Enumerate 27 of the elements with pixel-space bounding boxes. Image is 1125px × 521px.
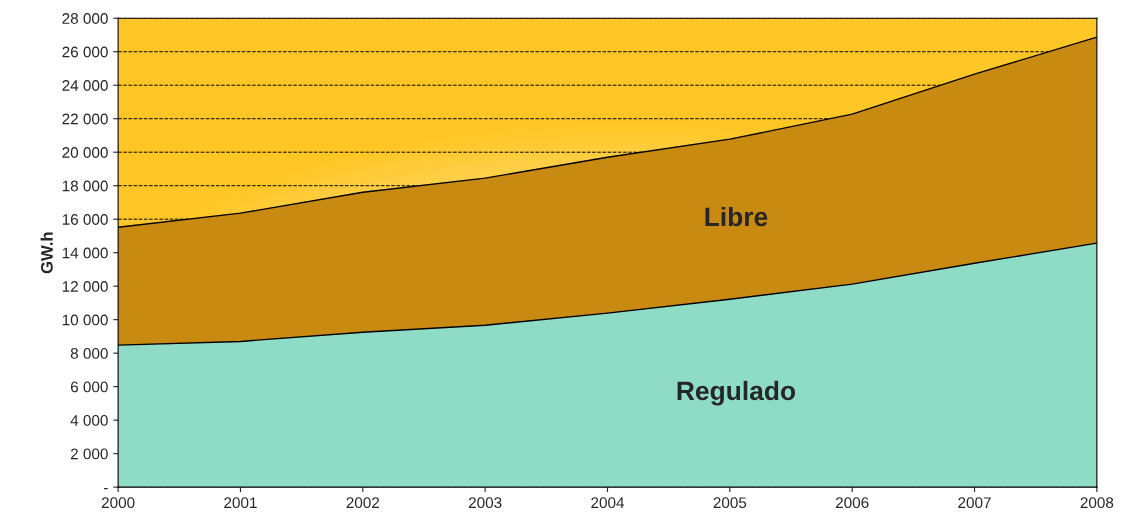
y-tick-label: 6 000 <box>70 381 108 393</box>
x-tick-label: 2002 <box>346 497 380 509</box>
x-tick-label: 2006 <box>835 497 869 509</box>
y-tick-label: 24 000 <box>62 80 108 91</box>
series-label: Libre <box>705 206 768 227</box>
x-tick-label: 2005 <box>713 497 747 509</box>
y-tick-label: 8 000 <box>70 348 108 359</box>
y-tick-label: - <box>103 488 108 490</box>
y-tick-label: 2 000 <box>70 448 108 460</box>
x-tick-label: 2001 <box>224 497 257 509</box>
x-tick-label: 2004 <box>591 497 625 509</box>
x-tick-label: 2000 <box>101 497 135 509</box>
y-axis-title: GW.h <box>40 232 53 274</box>
x-tick-label: 2003 <box>468 497 502 509</box>
y-tick-label: 26 000 <box>62 46 108 58</box>
x-tick-label: 2008 <box>1080 497 1114 509</box>
y-tick-label: 28 000 <box>62 13 108 24</box>
y-tick-label: 4 000 <box>70 415 108 426</box>
y-tick-label: 18 000 <box>62 180 108 192</box>
y-tick-label: 10 000 <box>62 314 108 326</box>
x-tick-label: 2007 <box>958 497 991 509</box>
y-tick-label: 22 000 <box>62 113 108 125</box>
y-tick-label: 14 000 <box>62 247 108 259</box>
y-tick-label: 16 000 <box>62 214 108 225</box>
series-label: Regulado <box>677 380 796 406</box>
y-tick-label: 12 000 <box>62 281 108 292</box>
y-tick-label: 20 000 <box>62 147 108 158</box>
